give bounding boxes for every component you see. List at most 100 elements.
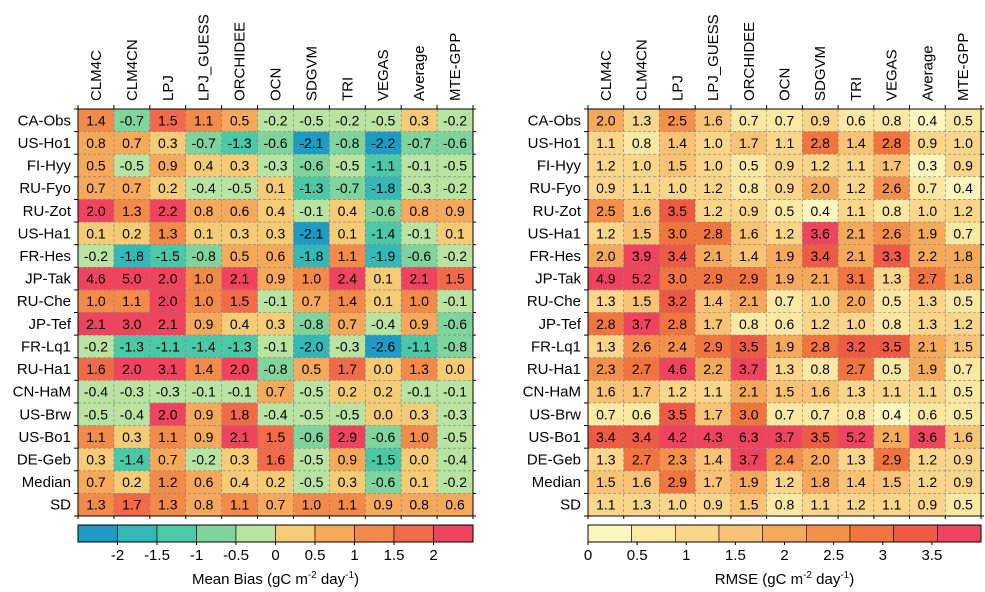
row-label: RU-Che: [527, 293, 581, 310]
column-label: TRI: [848, 77, 865, 101]
colorbar-swatch: [354, 524, 395, 543]
cell-value-label: 0.7: [775, 406, 795, 422]
cell-value-label: 0.4: [953, 180, 973, 196]
cell-value-label: 1.4: [86, 112, 106, 128]
column-labels: CLM4C CLM4CN LPJ LPJ_GUESS ORCHIDEE OCN SDGVM T…: [88, 14, 464, 101]
heatmap-cell: [766, 176, 803, 200]
heatmap-cell: [293, 493, 330, 516]
heatmap-cell: [802, 335, 839, 358]
cell-value-label: 0.9: [918, 497, 938, 513]
heatmap-cell: [802, 222, 839, 245]
heatmap-cell: [437, 402, 473, 426]
heatmap-cell: [730, 312, 767, 336]
cell-value-label: 2.1: [739, 293, 759, 309]
heatmap-cell: [945, 357, 981, 381]
heatmap-cell: [623, 402, 660, 426]
heatmap-cell: [695, 448, 731, 471]
cell-value-label: -0.8: [335, 135, 359, 151]
heatmap-cell: [329, 470, 366, 494]
heatmap-cell: [113, 109, 150, 132]
heatmap-cell: [329, 222, 366, 245]
column-label: Average: [411, 45, 428, 101]
cell-value-label: 0.9: [445, 203, 465, 219]
heatmap-cell: [730, 244, 767, 268]
heatmap-cell: [588, 425, 624, 449]
heatmap-cell: [185, 199, 222, 223]
cell-value-label: 0.3: [409, 406, 429, 422]
cell-value-label: 1.6: [953, 429, 973, 445]
heatmap-cell: [838, 357, 874, 381]
heatmap-cell: [149, 199, 186, 223]
heatmap-cell: [329, 493, 366, 516]
cell-value-label: -0.6: [371, 429, 395, 445]
cell-value-label: -0.8: [263, 361, 287, 377]
heatmap-cell: [873, 312, 910, 336]
colorbar-tick-label: 2.5: [823, 547, 844, 564]
cell-value-label: 0.2: [373, 384, 393, 400]
cell-value-label: 0.5: [882, 361, 902, 377]
heatmap-cell: [838, 244, 874, 268]
cell-value-label: -2.1: [299, 225, 323, 241]
heatmap-cell: [365, 222, 402, 245]
cell-value-label: -0.2: [443, 112, 467, 128]
heatmap-cell: [185, 131, 222, 155]
cell-value-label: 0.9: [194, 406, 214, 422]
heatmap-cell: [766, 154, 803, 177]
heatmap-cell: [365, 154, 402, 177]
cell-value-label: -0.1: [263, 293, 287, 309]
cell-value-label: 1.5: [632, 293, 652, 309]
cell-value-label: -2.0: [299, 338, 323, 354]
heatmap-cell: [293, 109, 330, 132]
cell-value-label: 1.5: [775, 384, 795, 400]
heatmap-cell: [588, 335, 624, 358]
cell-value-label: 1.8: [810, 474, 830, 490]
heatmap-cell: [945, 244, 981, 268]
cell-value-label: -0.6: [371, 474, 395, 490]
heatmap-cell: [365, 312, 402, 336]
cell-value-label: 2.9: [703, 271, 723, 287]
heatmap-cell: [257, 244, 294, 268]
cell-value-label: -0.1: [299, 203, 323, 219]
cell-value-label: 0.8: [846, 406, 866, 422]
heatmap-cell: [838, 222, 874, 245]
cell-value-label: -1.3: [120, 338, 144, 354]
heatmap-cell: [185, 380, 222, 403]
cell-value-label: 1.0: [632, 158, 652, 174]
heatmap-cell: [78, 357, 114, 381]
colorbar-swatch: [77, 524, 118, 543]
heatmap-cell: [401, 267, 438, 290]
heatmap-cell: [873, 154, 910, 177]
cell-value-label: 2.1: [739, 384, 759, 400]
cell-value-label: 0.5: [775, 203, 795, 219]
row-label: US-Bo1: [528, 429, 581, 446]
column-label: CLM4CN: [634, 39, 651, 101]
heatmap-cell: [909, 425, 946, 449]
cell-value-label: -0.3: [443, 406, 467, 422]
cell-value-label: 0.7: [338, 316, 358, 332]
cell-value-label: 2.4: [775, 451, 795, 467]
cell-value-label: -0.5: [443, 158, 467, 174]
cell-value-label: 2.9: [668, 474, 688, 490]
cell-value-label: 1.9: [775, 248, 795, 264]
cell-value-label: 1.2: [158, 474, 178, 490]
cell-value-label: 3.3: [882, 248, 902, 264]
cell-value-label: 0.4: [194, 158, 214, 174]
cell-value-label: -0.8: [443, 338, 467, 354]
cell-value-label: 2.3: [668, 451, 688, 467]
cell-value-label: 0.7: [86, 180, 106, 196]
heatmap-cell: [873, 131, 910, 155]
heatmap-cell: [838, 267, 874, 290]
heatmap-cell: [78, 493, 114, 516]
cell-value-label: -1.3: [299, 180, 323, 196]
heatmap-cell: [401, 222, 438, 245]
cell-value-label: 0.8: [775, 497, 795, 513]
row-labels: CA-Obs US-Ho1 FI-Hyy RU-Fyo RU-Zot US-Ha1 FR-H…: [13, 112, 72, 513]
cell-value-label: -0.1: [443, 384, 467, 400]
cell-value-label: 0.7: [739, 112, 759, 128]
row-label: CN-HaM: [13, 384, 71, 401]
cell-value-label: -0.5: [371, 112, 395, 128]
cell-value-label: -0.1: [407, 158, 431, 174]
heatmap-cell: [766, 244, 803, 268]
heatmap-cell: [695, 380, 731, 403]
cell-value-label: 0.7: [86, 474, 106, 490]
